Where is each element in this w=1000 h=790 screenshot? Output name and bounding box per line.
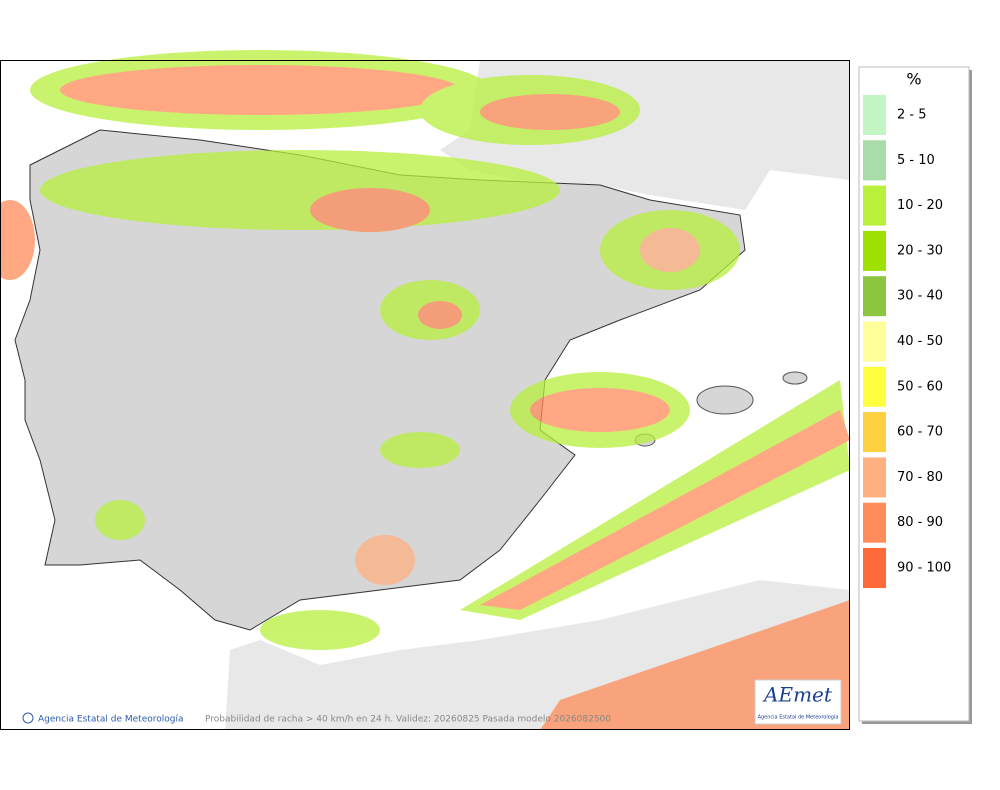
legend-label: 30 - 40 xyxy=(897,289,943,304)
legend-swatch xyxy=(863,502,886,543)
legend-label: 60 - 70 xyxy=(897,425,943,440)
legend-label: 80 - 90 xyxy=(897,515,943,530)
logo-subtitle: Agencia Estatal de Meteorología xyxy=(758,714,839,721)
copyright-icon xyxy=(22,712,34,724)
legend-title: % xyxy=(906,70,921,89)
legend-swatch xyxy=(863,140,886,181)
caption: Probabilidad de racha > 40 km/h en 24 h.… xyxy=(205,715,611,725)
mallorca xyxy=(696,385,754,415)
legend-swatch xyxy=(863,457,886,498)
legend-label: 70 - 80 xyxy=(897,470,943,485)
map-frame xyxy=(0,60,850,730)
legend-label: 2 - 5 xyxy=(897,108,927,123)
logo xyxy=(754,679,842,725)
legend-label: 90 - 100 xyxy=(897,561,951,576)
legend-swatch xyxy=(863,548,886,588)
legend: % 2 - 5 5 - 10 10 - 20 20 - 30 30 - 40 40 - 5… xyxy=(858,66,972,724)
legend-swatch xyxy=(863,412,886,453)
legend-swatch xyxy=(863,321,886,362)
menorca xyxy=(782,371,808,385)
legend-label: 40 - 50 xyxy=(897,334,943,349)
legend-swatch xyxy=(863,366,886,407)
legend-label: 10 - 20 xyxy=(897,198,943,213)
credit: Agencia Estatal de Meteorología xyxy=(38,715,184,725)
legend-label: 20 - 30 xyxy=(897,243,943,258)
logo-name: AEmet xyxy=(762,683,833,707)
map: Agencia Estatal de Meteorología Probabil… xyxy=(0,50,850,730)
legend-label: 50 - 60 xyxy=(897,379,943,394)
legend-swatch xyxy=(863,276,886,317)
legend-label: 5 - 10 xyxy=(897,153,935,168)
legend-swatch xyxy=(863,95,886,135)
legend-swatch xyxy=(863,230,886,271)
legend-swatch xyxy=(863,185,886,226)
